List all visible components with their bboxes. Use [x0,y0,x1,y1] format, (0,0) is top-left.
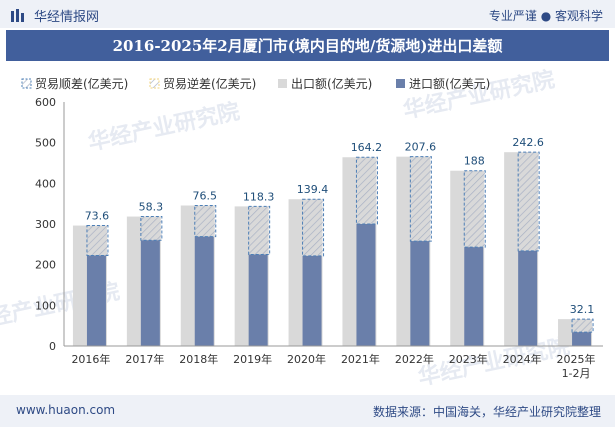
import-bar [248,254,268,346]
brand-logo-icon [11,8,24,22]
x-tick-label: 2019年 [233,352,272,366]
surplus-data-label: 242.6 [512,136,544,149]
surplus-segment [355,156,378,225]
surplus-segment [463,170,486,248]
surplus-segment [194,204,217,238]
footer-source: 数据来源：中国海关，华经产业研究院整理 [372,405,601,419]
y-tick-label: 100 [35,299,56,312]
import-bar [572,332,592,346]
import-bar [518,250,538,346]
surplus-segment [517,151,540,252]
x-tick-label: 2020年 [287,352,326,366]
legend-label: 贸易顺差(亿美元) [35,76,128,91]
footer-website[interactable]: www.huaon.com [16,403,116,417]
import-bar [194,236,214,346]
x-tick-label: 2022年 [395,352,434,366]
watermark-text: 华经产业研究院 [416,333,572,390]
surplus-data-label: 164.2 [351,141,383,154]
footer-bar: www.huaon.com 数据来源：中国海关，华经产业研究院整理 [0,395,615,427]
watermark-text: 华经产业研究院 [86,98,242,155]
legend-swatch-deficit [149,78,160,89]
import-bar [86,255,106,346]
surplus-data-label: 58.3 [139,201,164,214]
surplus-segment [409,156,432,242]
y-tick-label: 200 [35,259,56,272]
surplus-segment [571,318,594,333]
import-bar [410,241,430,346]
x-tick-label: 2018年 [179,352,218,366]
brand-name: 华经情报网 [34,10,100,25]
header-bar: 华经情报网 专业严谨 ● 客观科学 [0,0,615,28]
x-tick-label: 2017年 [125,352,164,366]
y-tick-label: 0 [49,340,56,353]
tagline: 专业严谨 ● 客观科学 [488,9,603,23]
import-bar [302,255,322,346]
y-tick-label: 300 [35,218,56,231]
surplus-data-label: 76.5 [193,189,218,202]
x-tick-label: 2021年 [341,352,380,366]
y-tick-label: 600 [35,96,56,109]
watermark-text: 华经产业研究院 [401,66,557,123]
surplus-data-label: 118.3 [243,190,275,203]
legend-label: 进口额(亿美元) [409,76,490,91]
import-bar [356,224,376,346]
surplus-data-label: 32.1 [570,303,595,316]
x-tick-label: 1-2月 [562,367,591,380]
import-bar [464,247,484,346]
surplus-segment [86,225,109,256]
surplus-data-label: 139.4 [297,183,329,196]
x-tick-label: 2025年 [557,352,596,366]
legend-label: 贸易逆差(亿美元) [163,76,256,91]
x-tick-label: 2016年 [71,352,110,366]
x-tick-label: 2024年 [503,352,542,366]
legend-swatch-import [396,79,405,88]
chart-title: 2016-2025年2月厦门市(境内目的地/货源地)进出口差额 [6,30,609,61]
import-bar [140,240,160,346]
surplus-data-label: 207.6 [405,141,437,154]
y-tick-label: 500 [35,137,56,150]
surplus-data-label: 188 [464,155,485,168]
legend-swatch-export [278,79,287,88]
surplus-segment [248,205,271,255]
y-tick-label: 400 [35,177,56,190]
surplus-segment [140,216,163,241]
surplus-segment [302,198,325,257]
legend-label: 出口额(亿美元) [291,76,372,91]
x-tick-label: 2023年 [449,352,488,366]
brand[interactable]: 华经情报网 [10,6,99,25]
legend-swatch-surplus [21,78,32,89]
surplus-data-label: 73.6 [85,210,110,223]
